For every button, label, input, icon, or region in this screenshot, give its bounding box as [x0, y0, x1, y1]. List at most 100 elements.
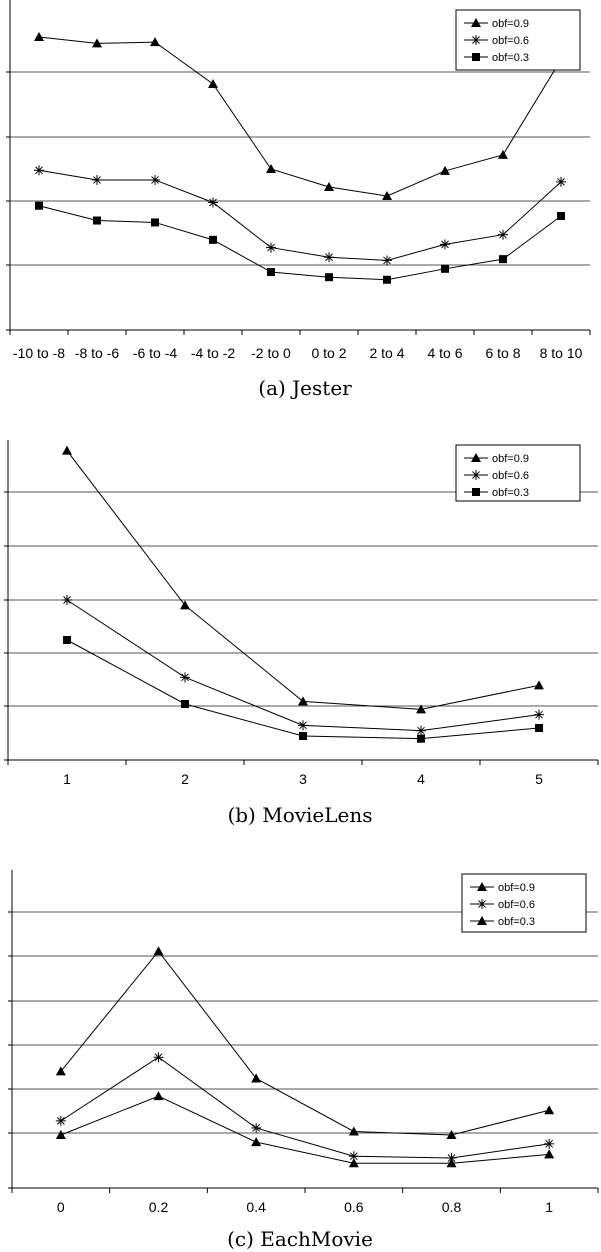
x-tick-label: 4 to 6: [427, 345, 462, 361]
legend-marker: [471, 18, 481, 27]
series-obf=0.9: [34, 31, 566, 201]
data-point: [266, 164, 276, 173]
legend-marker: [472, 488, 480, 496]
data-point: [208, 78, 218, 88]
data-point: [324, 252, 334, 263]
series-line: [66, 599, 540, 732]
data-point: [55, 1115, 66, 1126]
x-tick-label: 0.6: [344, 1199, 364, 1215]
legend-marker: [471, 470, 481, 480]
legend-label: obf=0.3: [498, 916, 535, 928]
data-point: [324, 182, 334, 192]
series-obf=0.6: [34, 165, 566, 266]
data-point: [535, 724, 543, 732]
data-point: [416, 725, 426, 736]
legend-item: obf=0.9: [464, 453, 529, 465]
x-tick-label: 3: [299, 771, 307, 787]
series-line: [38, 36, 562, 197]
data-point: [534, 709, 544, 720]
data-point: [544, 1149, 555, 1159]
data-point: [382, 255, 392, 266]
x-tick-label: 0: [57, 1199, 65, 1215]
data-point: [63, 636, 71, 644]
data-point: [416, 704, 426, 714]
x-tick-label: 1: [545, 1199, 553, 1215]
data-point: [266, 242, 276, 253]
legend-label: obf=0.6: [492, 35, 529, 47]
data-point: [446, 1130, 457, 1139]
data-point: [180, 600, 190, 610]
x-tick-label: 8 to 10: [540, 345, 583, 361]
legend-marker: [471, 35, 481, 45]
data-point: [62, 595, 72, 605]
legend-label: obf=0.9: [492, 18, 529, 30]
data-point: [267, 268, 275, 277]
data-point: [251, 1137, 262, 1147]
data-point: [441, 264, 449, 273]
x-tick-label: 0.4: [246, 1199, 266, 1215]
series-line: [60, 1056, 550, 1159]
caption: (c) EachMovie: [227, 1227, 373, 1251]
series-obf=0.6: [62, 595, 544, 736]
series-obf=0.3: [35, 201, 565, 284]
data-point: [92, 174, 102, 185]
data-point: [557, 212, 565, 221]
data-point: [153, 1052, 164, 1063]
legend-marker: [471, 453, 481, 462]
x-tick-label: 6 to 8: [485, 345, 520, 361]
data-point: [93, 216, 101, 225]
legend-item: obf=0.6: [464, 35, 529, 47]
data-point: [383, 275, 391, 284]
data-point: [544, 1105, 555, 1115]
data-point: [55, 1130, 66, 1139]
legend-label: obf=0.6: [492, 470, 529, 482]
data-point: [34, 31, 44, 41]
data-point: [180, 672, 190, 683]
data-point: [417, 734, 425, 743]
data-point: [150, 37, 160, 47]
x-tick-label: 0.8: [442, 1199, 462, 1215]
x-tick-label: -10 to -8: [13, 345, 65, 361]
data-point: [499, 255, 507, 264]
data-point: [498, 149, 508, 159]
series-obf=0.9: [62, 445, 544, 714]
series-obf=0.3: [55, 1091, 555, 1168]
x-tick-label: 2 to 4: [369, 345, 404, 361]
legend-item: obf=0.3: [470, 916, 535, 928]
data-point: [298, 696, 308, 706]
legend-item: obf=0.9: [470, 882, 535, 894]
x-tick-label: -6 to -4: [133, 345, 178, 361]
x-tick-label: 2: [181, 771, 189, 787]
data-point: [534, 680, 544, 690]
x-tick-label: 4: [417, 771, 425, 787]
legend-item: obf=0.9: [464, 18, 529, 30]
legend-marker: [477, 882, 487, 891]
legend: obf=0.9 obf=0.6 obf=0.3: [461, 873, 587, 933]
data-point: [251, 1122, 262, 1133]
legend-item: obf=0.6: [464, 470, 529, 482]
x-tick-label: -8 to -6: [75, 345, 120, 361]
caption: (b) MovieLens: [227, 803, 372, 827]
series-line: [60, 950, 550, 1136]
caption: (a) Jester: [258, 376, 352, 400]
series-line: [60, 1095, 550, 1164]
series-line: [38, 205, 562, 281]
data-point: [440, 165, 450, 175]
series-obf=0.6: [55, 1052, 555, 1163]
x-tick-label: 1: [63, 771, 71, 787]
data-point: [92, 38, 102, 48]
x-tick-label: 0 to 2: [311, 345, 346, 361]
legend-marker: [477, 916, 487, 925]
data-point: [348, 1126, 359, 1136]
data-point: [181, 700, 189, 708]
data-point: [498, 229, 508, 240]
x-tick-label: 5: [535, 771, 543, 787]
data-point: [150, 174, 160, 185]
legend-item: obf=0.3: [464, 487, 529, 499]
data-point: [446, 1158, 457, 1168]
data-point: [209, 235, 217, 244]
legend: obf=0.9 obf=0.6 obf=0.3: [455, 444, 581, 502]
data-point: [299, 732, 307, 740]
data-point: [382, 191, 392, 201]
data-point: [153, 946, 164, 956]
